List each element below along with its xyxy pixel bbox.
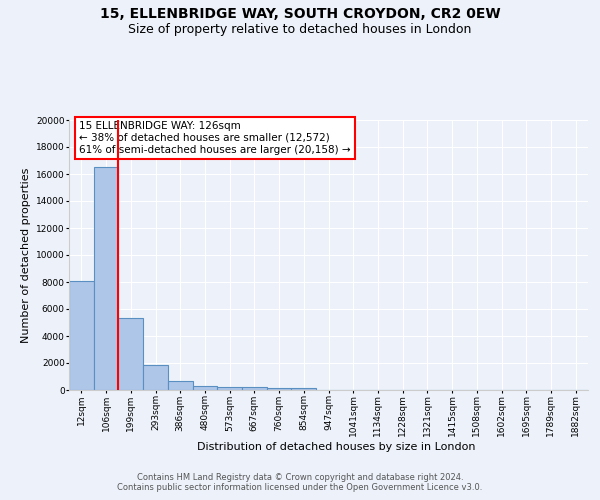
Bar (242, 388, 267, 390)
Bar (94, 167, 118, 390)
Text: Contains public sector information licensed under the Open Government Licence v3: Contains public sector information licen… (118, 484, 482, 492)
Text: Contains HM Land Registry data © Crown copyright and database right 2024.: Contains HM Land Registry data © Crown c… (137, 472, 463, 482)
Bar (217, 387, 242, 390)
Bar (69, 280, 94, 390)
Text: Distribution of detached houses by size in London: Distribution of detached houses by size … (197, 442, 475, 452)
Bar (143, 365, 168, 390)
Bar (292, 388, 316, 390)
Bar (193, 386, 217, 390)
Text: 15, ELLENBRIDGE WAY, SOUTH CROYDON, CR2 0EW: 15, ELLENBRIDGE WAY, SOUTH CROYDON, CR2 … (100, 8, 500, 22)
Y-axis label: Number of detached properties: Number of detached properties (20, 168, 31, 342)
Text: Size of property relative to detached houses in London: Size of property relative to detached ho… (128, 22, 472, 36)
Bar (118, 318, 143, 390)
Text: 15 ELLENBRIDGE WAY: 126sqm
← 38% of detached houses are smaller (12,572)
61% of : 15 ELLENBRIDGE WAY: 126sqm ← 38% of deta… (79, 122, 351, 154)
Bar (267, 388, 292, 390)
Bar (168, 380, 193, 390)
